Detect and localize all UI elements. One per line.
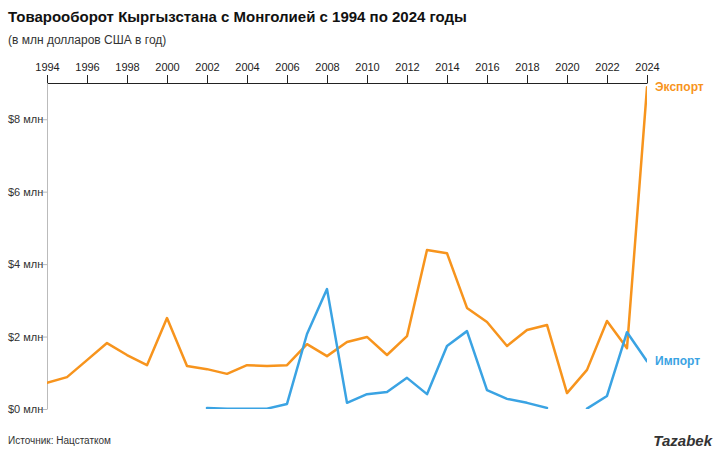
x-tick-label: 2000 bbox=[155, 61, 179, 73]
y-tick-label: $2 млн bbox=[8, 331, 43, 343]
y-tick: $0 млн bbox=[8, 403, 47, 415]
x-tick-label: 2006 bbox=[275, 61, 299, 73]
y-tick: $4 млн bbox=[8, 258, 47, 270]
x-tick: 2020 bbox=[555, 61, 579, 83]
x-tick-mark bbox=[647, 75, 648, 83]
x-tick-mark bbox=[607, 75, 608, 83]
x-tick: 2002 bbox=[195, 61, 219, 83]
x-tick: 1996 bbox=[75, 61, 99, 83]
y-tick-mark bbox=[43, 119, 47, 120]
series-line bbox=[207, 289, 547, 409]
x-tick: 2012 bbox=[395, 61, 419, 83]
x-tick-mark bbox=[407, 75, 408, 83]
y-tick: $6 млн bbox=[8, 186, 47, 198]
x-tick-label: 1996 bbox=[75, 61, 99, 73]
y-tick-mark bbox=[43, 264, 47, 265]
series-label: Импорт bbox=[655, 354, 700, 368]
x-tick: 2008 bbox=[315, 61, 339, 83]
y-tick: $2 млн bbox=[8, 331, 47, 343]
x-tick-label: 2010 bbox=[355, 61, 379, 73]
x-tick-mark bbox=[207, 75, 208, 83]
x-tick-mark bbox=[87, 75, 88, 83]
x-tick: 2000 bbox=[155, 61, 179, 83]
x-tick-mark bbox=[327, 75, 328, 83]
y-tick: $8 млн bbox=[8, 113, 47, 125]
title: Товарооборот Кыргызстана с Монголией с 1… bbox=[8, 8, 467, 25]
y-axis-line bbox=[47, 84, 48, 410]
x-axis-line bbox=[48, 83, 648, 84]
y-tick-label: $4 млн bbox=[8, 258, 43, 270]
x-tick-mark bbox=[367, 75, 368, 83]
x-tick-label: 1998 bbox=[115, 61, 139, 73]
x-tick-mark bbox=[567, 75, 568, 83]
x-tick-mark bbox=[447, 75, 448, 83]
x-tick-mark bbox=[167, 75, 168, 83]
x-tick: 2004 bbox=[235, 61, 259, 83]
series-labels: Экспорт Импорт bbox=[655, 80, 704, 368]
x-tick-mark bbox=[127, 75, 128, 83]
x-tick-label: 2002 bbox=[195, 61, 219, 73]
y-tick-label: $6 млн bbox=[8, 186, 43, 198]
x-tick-label: 2012 bbox=[395, 61, 419, 73]
series-line bbox=[587, 332, 647, 408]
x-tick: 2022 bbox=[595, 61, 619, 83]
x-tick: 2014 bbox=[435, 61, 459, 83]
y-axis: $0 млн $2 млн $4 млн $6 млн $8 млн bbox=[8, 84, 48, 416]
y-tick-mark bbox=[43, 192, 47, 193]
series-label: Экспорт bbox=[655, 80, 704, 94]
x-tick: 2018 bbox=[515, 61, 539, 83]
x-tick-label: 2022 bbox=[595, 61, 619, 73]
x-tick: 2006 bbox=[275, 61, 299, 83]
x-tick-label: 2020 bbox=[555, 61, 579, 73]
chart: Товарооборот Кыргызстана с Монголией с 1… bbox=[0, 0, 720, 458]
y-tick-label: $8 млн bbox=[8, 113, 43, 125]
y-tick-mark bbox=[43, 409, 47, 410]
x-tick-mark bbox=[47, 75, 48, 83]
x-tick: 1994 bbox=[35, 61, 59, 83]
x-tick-label: 2016 bbox=[475, 61, 499, 73]
x-axis: 1994 1996 1998 2000 2002 2004 2006 2008 2010 2012… bbox=[35, 61, 659, 84]
series-line bbox=[47, 87, 647, 393]
y-tick-mark bbox=[43, 337, 47, 338]
logo: Tazabek bbox=[653, 432, 712, 449]
x-tick-label: 2018 bbox=[515, 61, 539, 73]
x-tick: 1998 bbox=[115, 61, 139, 83]
x-tick-label: 2024 bbox=[635, 61, 659, 73]
x-tick-label: 1994 bbox=[35, 61, 59, 73]
x-tick-label: 2014 bbox=[435, 61, 459, 73]
x-tick-mark bbox=[527, 75, 528, 83]
x-tick-mark bbox=[247, 75, 248, 83]
x-tick-mark bbox=[287, 75, 288, 83]
x-tick-label: 2008 bbox=[315, 61, 339, 73]
x-tick-label: 2004 bbox=[235, 61, 259, 73]
y-tick-label: $0 млн bbox=[8, 403, 43, 415]
source: Источник: Нацстатком bbox=[8, 435, 111, 446]
plot-area bbox=[47, 87, 647, 408]
subtitle: (в млн долларов США в год) bbox=[8, 33, 166, 47]
x-tick: 2016 bbox=[475, 61, 499, 83]
x-tick: 2010 bbox=[355, 61, 379, 83]
x-tick-mark bbox=[487, 75, 488, 83]
